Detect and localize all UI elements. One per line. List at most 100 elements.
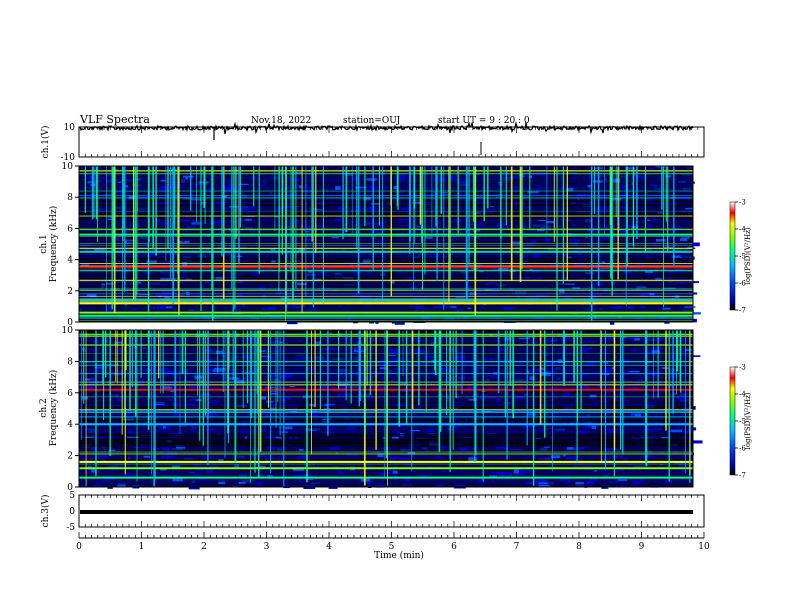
spectrogram-cell [644,274,655,276]
spectrogram-cell [335,374,344,376]
spectrogram-cell [532,224,544,227]
spectrogram-cell [412,443,420,447]
spectrogram-cell [667,384,676,388]
spectrogram-cell [613,393,622,398]
spectrogram-cell [244,218,252,221]
ch1-waveform-ylabel: ch.1(V) [40,126,51,159]
spectrogram-cell [686,167,692,170]
spectrogram-cell [135,283,144,285]
spectrogram-cell [660,464,663,466]
spectrogram-cell [483,304,487,306]
spectrogram-cell [435,484,444,488]
spectrogram-cell [447,306,457,308]
spectrogram-cell [297,247,305,251]
ch3-ytick-bottom: -5 [66,523,75,533]
spectrogram-cell [315,341,321,346]
spectrogram-cell [620,194,631,197]
spectrogram-cell [460,469,463,471]
spectrogram-cell [447,376,455,380]
spectrogram-cell [176,277,184,282]
spectrogram-cell [310,428,321,431]
spectrogram-cell [232,386,235,389]
spectrogram-cell [158,405,168,407]
spectrogram-cell [502,175,514,177]
spectrogram-cell [387,469,395,471]
spectrogram-cell [353,357,360,361]
spectrogram-cell [639,477,644,482]
spectrogram-cell [590,346,593,349]
spectrogram-cell [554,382,561,384]
spectrogram-cell [97,454,110,457]
spectrogram-cell [474,223,484,227]
spectrogram-cell [587,361,597,365]
spectrogram-cell [160,468,167,471]
spectrogram-cell [613,235,620,239]
spectrogram-cell [525,206,531,209]
spectrogram-cell [79,308,82,311]
spectrogram-cell [172,413,181,417]
spectrogram-cell [337,207,344,210]
spectrogram-cell [273,176,281,180]
spectrogram-cell [207,235,211,237]
spectrogram-cell [401,207,411,210]
spectrogram-cell [204,279,210,284]
spectrogram-cell [657,211,665,214]
spectrogram-cell [621,175,626,178]
time-tick-label: 4 [326,542,332,552]
spectrogram-cell [271,341,280,345]
spectrogram-cell [227,252,231,256]
spectrogram-cell [215,276,223,281]
spectrogram-cell [244,372,256,374]
spectrogram-cell [95,297,98,300]
spectrogram-cell [563,454,566,457]
spectrogram-cell [182,421,192,425]
spectrogram-cell [309,208,319,213]
spectrogram-cell [185,278,192,281]
spectrogram-cell [82,457,88,461]
frequency-tick-label: 8 [67,357,73,367]
spectrogram-cell [161,455,173,459]
spectrogram-cell [158,187,171,191]
ch1-ytick-top: 10 [64,123,76,133]
spectrogram-cell [683,452,686,454]
time-tick-label: 5 [389,542,395,552]
spectrogram-cell [160,179,167,182]
spectrogram-cell [604,448,617,452]
spectrogram-cell [525,482,535,485]
spectrogram-cell [379,264,384,266]
spectrogram-cell [627,280,640,282]
spectrogram-cell [258,418,265,422]
spectrogram-cell [392,470,398,474]
spectrogram-cell [260,355,271,357]
spectrogram-cell [185,260,193,262]
spectrogram-cell [120,395,127,400]
spectrogram-cell [307,344,319,347]
spectrogram-cell [148,253,156,257]
spectrogram-cell [460,196,464,198]
frequency-tick-label: 6 [67,389,73,399]
spectrogram-cell [646,198,653,201]
spectrogram-cell [267,446,278,449]
spectrogram-cell [485,396,497,399]
spectrogram-cell [193,474,200,476]
spectrogram-cell [289,385,296,387]
spectrogram-cell [481,410,491,413]
spectrogram-cell [602,474,609,478]
spectrogram-cell [94,436,106,440]
spectrogram-cell [582,347,592,350]
spectrogram-cell [622,269,632,274]
spectrogram-cell [585,414,591,417]
spectrogram-cell [224,351,230,354]
spectrogram-cell [195,333,203,338]
spectrogram-cell [453,442,465,445]
spectrogram-cell [467,307,472,309]
spectrogram-cell [391,357,403,362]
spectrogram-cell [316,465,320,467]
spectrogram-cell [116,398,126,402]
spectrogram-cell [630,336,635,341]
spectrogram-cell [633,348,636,352]
spectrogram-cell [525,297,528,299]
spectrogram-cell [413,363,418,367]
spectrogram-cell [512,188,521,191]
spectrogram-cell [644,247,652,252]
